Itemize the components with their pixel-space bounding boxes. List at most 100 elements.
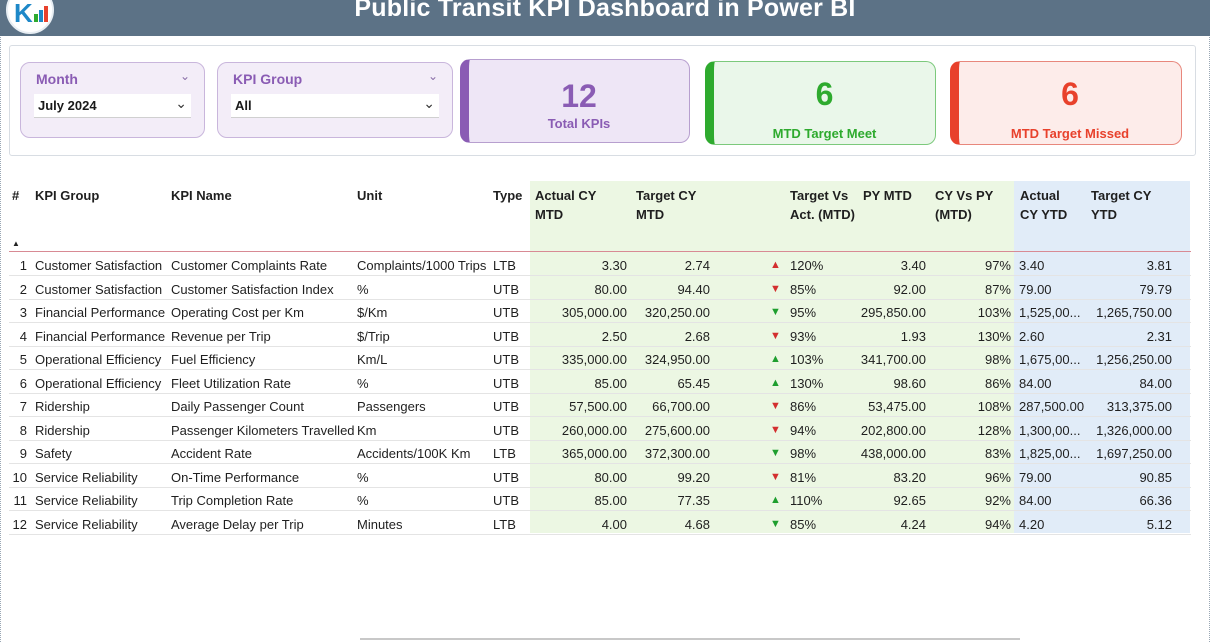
cell-kpi-name: Passenger Kilometers Travelled	[171, 422, 355, 438]
mtd-target-meet-label: MTD Target Meet	[772, 126, 877, 141]
cell-target-cy-mtd: 66,700.00	[652, 399, 710, 414]
cell-actual-cy-mtd: 80.00	[594, 281, 627, 297]
col-header-kpi-name[interactable]: KPI Name	[171, 188, 232, 203]
cell-kpi-group: Ridership	[35, 399, 90, 414]
cell-target-cy-ytd: 90.85	[1139, 469, 1172, 485]
cell-kpi-group: Service Reliability	[35, 469, 138, 485]
cell-actual-cy-ytd: 2.60	[1019, 328, 1045, 344]
cell-cy-vs-py: 103%	[977, 305, 1011, 320]
cell-target-vs-act: 81%	[790, 469, 817, 485]
cell-py-mtd: 1.93	[900, 328, 926, 344]
arrow-down-icon: ▼	[770, 282, 781, 295]
arrow-up-icon: ▲	[770, 494, 781, 506]
table-row[interactable]: 12 Service Reliability Average Delay per T…	[9, 512, 1191, 535]
col-header-target-cy-ytd[interactable]: Target CY YTD	[1091, 188, 1152, 222]
col-header-kpi-group[interactable]: KPI Group	[35, 188, 100, 203]
table-row[interactable]: 8 Ridership Passenger Kilometers Travelled…	[9, 418, 1191, 441]
ytd-column-band	[1014, 181, 1190, 533]
cell-unit: %	[357, 493, 369, 508]
table-row[interactable]: 1 Customer Satisfaction Customer Complaint…	[9, 253, 1191, 276]
col-header-cy-vs-py[interactable]: CY Vs PY (MTD)	[935, 188, 994, 222]
total-kpis-value: 12	[561, 78, 597, 114]
cell-kpi-name: Revenue per Trip	[171, 328, 271, 344]
cell-cy-vs-py: 98%	[984, 352, 1011, 367]
cell-actual-cy-mtd: 305,000.00	[561, 305, 627, 320]
mtd-target-missed-card: 6 MTD Target Missed	[950, 61, 1182, 145]
cell-cy-vs-py: 108%	[977, 399, 1011, 414]
col-header-num[interactable]: #	[12, 188, 20, 203]
cell-target-vs-act: 93%	[790, 328, 817, 344]
scrollbar[interactable]	[360, 638, 1020, 640]
cell-actual-cy-mtd: 365,000.00	[561, 446, 627, 461]
svg-text:K: K	[14, 0, 33, 28]
table-row[interactable]: 10 Service Reliability On-Time Performance…	[9, 465, 1191, 488]
table-row[interactable]: 4 Financial Performance Revenue per Trip $/…	[9, 324, 1191, 347]
cell-target-cy-ytd: 3.81	[1146, 258, 1172, 273]
arrow-down-icon: ▼	[770, 517, 781, 530]
chevron-down-icon[interactable]: ⌄	[179, 69, 190, 83]
cell-actual-cy-ytd: 287,500.00	[1019, 399, 1085, 414]
kpi-group-value: All	[235, 98, 252, 113]
cell-unit: Passengers	[357, 399, 426, 414]
cell-kpi-name: Fleet Utilization Rate	[171, 375, 291, 391]
table-row[interactable]: 2 Customer Satisfaction Customer Satisfact…	[9, 277, 1191, 300]
cell-kpi-name: Customer Complaints Rate	[171, 258, 328, 273]
cell-target-cy-mtd: 94.40	[677, 281, 710, 297]
cell-actual-cy-mtd: 335,000.00	[561, 352, 627, 367]
arrow-down-icon: ▼	[770, 423, 781, 436]
cell-cy-vs-py: 96%	[984, 469, 1011, 485]
cell-kpi-group: Customer Satisfaction	[35, 281, 163, 297]
kpi-group-slicer[interactable]: KPI Group ⌄ All ⌄	[217, 62, 453, 138]
col-header-target-cy-mtd[interactable]: Target CY MTD	[636, 188, 697, 222]
cell-kpi-group: Ridership	[35, 422, 90, 438]
cell-target-vs-act: 130%	[790, 375, 824, 391]
cell-actual-cy-ytd: 79.00	[1019, 469, 1052, 485]
cell-py-mtd: 98.60	[893, 375, 926, 391]
chevron-down-icon[interactable]: ⌄	[427, 69, 438, 83]
page-title: Public Transit KPI Dashboard in Power BI	[354, 0, 856, 22]
kpi-group-dropdown[interactable]: All ⌄	[231, 94, 439, 118]
chevron-down-icon[interactable]: ⌄	[175, 95, 187, 111]
cell-type: UTB	[493, 328, 519, 344]
cell-num: 11	[13, 493, 28, 508]
month-slicer[interactable]: Month ⌄ July 2024 ⌄	[20, 62, 205, 138]
month-slicer-label: Month	[36, 71, 78, 87]
arrow-down-icon: ▼	[770, 306, 781, 318]
col-header-unit[interactable]: Unit	[357, 188, 383, 203]
table-row[interactable]: 3 Financial Performance Operating Cost per…	[9, 300, 1191, 323]
cell-type: UTB	[493, 375, 519, 391]
cell-type: LTB	[493, 446, 516, 461]
cell-target-vs-act: 85%	[790, 516, 817, 532]
table-row[interactable]: 7 Ridership Daily Passenger Count Passenger…	[9, 394, 1191, 417]
cell-target-cy-mtd: 372,300.00	[644, 446, 710, 461]
col-header-type[interactable]: Type	[493, 188, 523, 203]
chevron-down-icon[interactable]: ⌄	[423, 95, 435, 111]
cell-kpi-name: Daily Passenger Count	[171, 399, 304, 414]
cell-actual-cy-ytd: 79.00	[1019, 281, 1052, 297]
cell-num: 9	[19, 446, 27, 461]
table-row[interactable]: 11 Service Reliability Trip Completion Rat…	[9, 488, 1191, 511]
table-row[interactable]: 9 Safety Accident Rate Accidents/100K Km LTB…	[9, 441, 1191, 464]
triangle-up-icon[interactable]: ▲	[12, 239, 20, 248]
cell-type: UTB	[493, 422, 519, 438]
cell-target-cy-ytd: 1,697,250.00	[1096, 446, 1172, 461]
cell-actual-cy-mtd: 57,500.00	[569, 399, 627, 414]
col-header-actual-cy-mtd[interactable]: Actual CY MTD	[535, 188, 597, 222]
col-header-actual-cy-ytd[interactable]: Actual CY YTD	[1020, 188, 1068, 222]
cell-target-cy-mtd: 275,600.00	[644, 422, 710, 438]
cell-kpi-group: Safety	[35, 446, 72, 461]
table-row[interactable]: 5 Operational Efficiency Fuel Efficiency Km…	[9, 347, 1191, 370]
col-header-py-mtd[interactable]: PY MTD	[863, 188, 912, 203]
table-row[interactable]: 6 Operational Efficiency Fleet Utilization…	[9, 371, 1191, 394]
cell-type: UTB	[493, 399, 519, 414]
cell-target-cy-mtd: 77.35	[677, 493, 710, 508]
month-dropdown[interactable]: July 2024 ⌄	[34, 94, 191, 118]
mtd-column-band	[530, 181, 1014, 533]
cell-num: 12	[12, 516, 27, 532]
cell-type: LTB	[493, 258, 516, 273]
cell-actual-cy-ytd: 1,300,00...	[1019, 422, 1081, 438]
col-header-target-vs-act[interactable]: Target Vs Act. (MTD)	[790, 188, 855, 222]
cell-kpi-group: Financial Performance	[35, 305, 166, 320]
cell-unit: %	[357, 281, 369, 297]
cell-type: LTB	[493, 516, 516, 532]
